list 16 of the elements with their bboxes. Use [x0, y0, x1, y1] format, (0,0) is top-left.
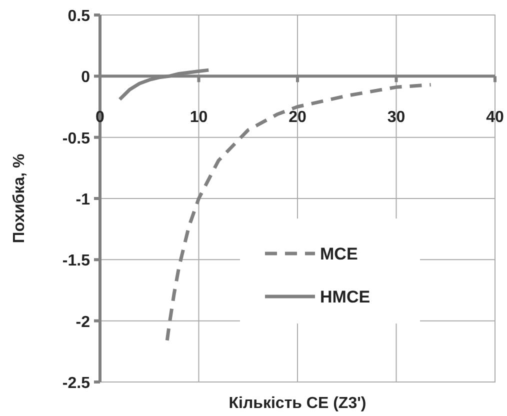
line-series — [165, 82, 433, 342]
x-tick-label: 30 — [387, 109, 406, 126]
x-tick-label: 10 — [190, 109, 208, 126]
y-tick-label: -1 — [76, 192, 90, 208]
legend-label: HMCE — [320, 288, 370, 307]
x-tick-label: 40 — [486, 109, 504, 126]
x-axis-title: Кількість CE (Z3') — [228, 395, 366, 412]
y-axis-title: Похибка, % — [11, 154, 28, 244]
y-tick-label: 0.5 — [68, 8, 90, 25]
y-tick-label: -1.5 — [62, 252, 90, 270]
y-tick-label: 0 — [81, 69, 90, 86]
y-tick-label: -2 — [76, 314, 90, 331]
y-tick-label: -2.5 — [62, 375, 90, 392]
legend-label: MCE — [320, 244, 358, 264]
x-tick-label: 20 — [288, 109, 306, 126]
y-tick-label: -0.5 — [62, 130, 90, 148]
